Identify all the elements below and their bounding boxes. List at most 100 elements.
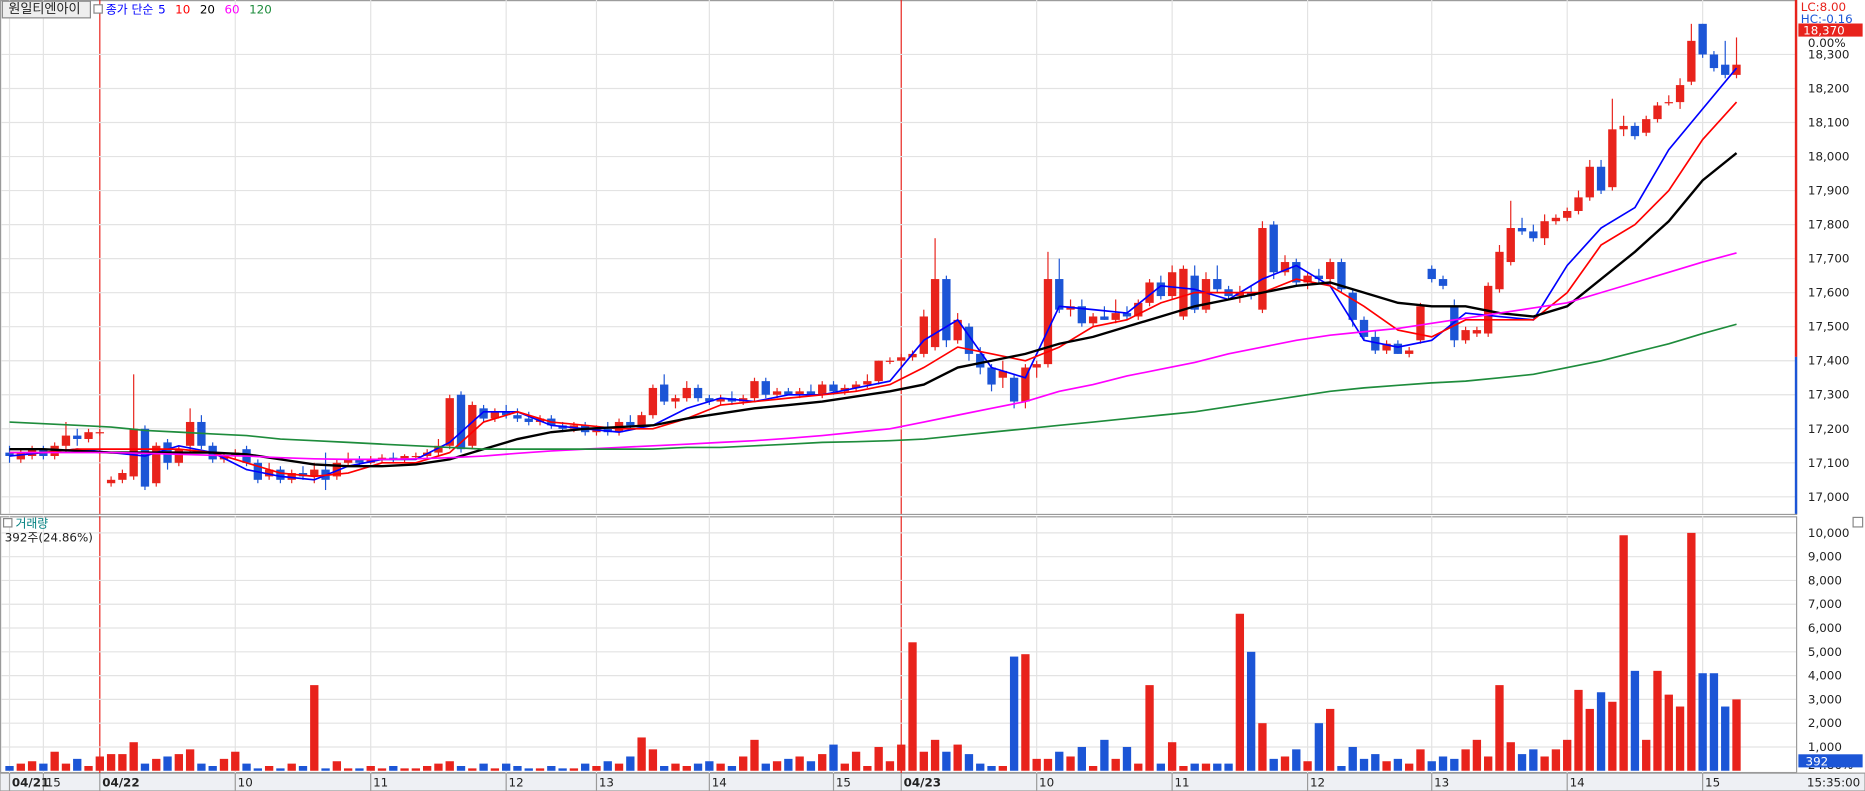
candle-body [1314,275,1324,280]
volume-bar [772,761,782,771]
candle-body [1156,282,1166,297]
candle-body [1303,275,1312,283]
candle-body [1675,85,1685,103]
stock-name[interactable]: 원일티엔아이 [8,1,80,17]
volume-bar [61,763,71,771]
y-tick-label: 9,000 [1808,550,1842,564]
volume-bar [332,761,342,771]
candle-body [637,415,646,426]
candle-body [468,404,477,446]
candle-body [16,452,25,460]
candle-body [1055,279,1064,310]
volume-bar [535,768,545,771]
volume-bar [118,754,127,771]
stock-name-box[interactable] [1,0,91,19]
x-tick-label: 15 [836,776,851,790]
volume-bar [422,766,432,771]
volume-bar [513,766,522,771]
candle-body [1506,228,1515,263]
volume-bar [885,761,895,771]
volume-bar [73,758,82,771]
volume-bar [253,768,263,771]
volume-bar [547,766,556,771]
candle-body [964,326,974,354]
volume-bar [1314,723,1324,771]
candle-body [1585,166,1594,198]
candle-body [1563,210,1572,218]
candle-body [332,462,342,477]
candle-body [118,473,127,480]
time-label: 15:35:00 [1807,776,1860,790]
change-label: 0.00% [1808,36,1846,50]
volume-bar [1732,699,1741,771]
candle-body [1032,364,1041,368]
volume-bar [1405,763,1414,771]
volume-bar [987,766,996,771]
volume-bar [840,763,849,771]
x-tick-label: 04/22 [102,776,139,790]
volume-bar [1055,751,1064,771]
candle-body [693,387,703,399]
volume-bar [863,766,872,771]
volume-bar [1325,708,1335,771]
volume-bar [1585,708,1594,771]
volume-bar [1664,694,1673,771]
candle-body [1258,228,1267,310]
x-tick-label: 14 [1570,776,1585,790]
last-volume-box [1798,754,1863,768]
candle-body [1619,125,1628,130]
candle-body [682,387,691,399]
candle-body [1348,292,1357,320]
candle-body [626,421,635,426]
candle-body [1450,306,1459,341]
volume-bar [1111,758,1120,771]
volume-bar [1540,756,1549,771]
volume-bar [942,751,951,771]
volume-bar [1709,673,1719,771]
volume-bar [603,761,612,771]
volume-bar [592,766,601,771]
candle-body [456,394,466,450]
volume-bar [1596,692,1606,771]
candle-body [411,455,421,458]
y-tick-label: 2,000 [1808,716,1842,730]
volume-bar [16,763,25,771]
volume-bar [219,758,229,771]
volume-bar [208,766,217,771]
volume-bar [152,758,161,771]
volume-bar [1461,749,1470,771]
settings-icon[interactable] [93,4,103,14]
volume-icon[interactable] [2,518,13,528]
volume-bar [1382,761,1391,771]
volume-bar [1472,739,1482,771]
y-tick-label: 8,000 [1808,573,1842,587]
candle-body [1292,262,1301,283]
volume-bar [264,766,274,771]
candle-body [1371,336,1380,351]
x-tick-label: 14 [712,776,727,790]
candle-body [897,357,906,361]
volume-bar [716,763,725,771]
candle-body [1653,105,1662,120]
y-tick-label: 1,000 [1808,740,1842,754]
y-tick-label: 17,900 [1808,184,1850,198]
candle-body [874,360,883,382]
volume-bar [1201,763,1211,771]
x-tick-label: 13 [1434,776,1449,790]
ma-line [9,252,1737,461]
candle-body [1213,279,1222,290]
volume-bar [1630,670,1640,771]
volume-bar [1675,706,1685,771]
x-tick-label: 04/21 [12,776,49,790]
volume-bar [1619,535,1628,771]
candle-body [1495,251,1504,290]
x-tick-label: 10 [238,776,253,790]
candle-body [1337,262,1346,290]
candle-body [942,279,951,341]
candle-body [1393,343,1403,354]
volume-bar [1642,739,1651,771]
volume-bar [163,756,172,771]
volume-bar [1698,673,1707,771]
panel-icon[interactable] [1852,516,1864,528]
candle-body [95,432,104,434]
